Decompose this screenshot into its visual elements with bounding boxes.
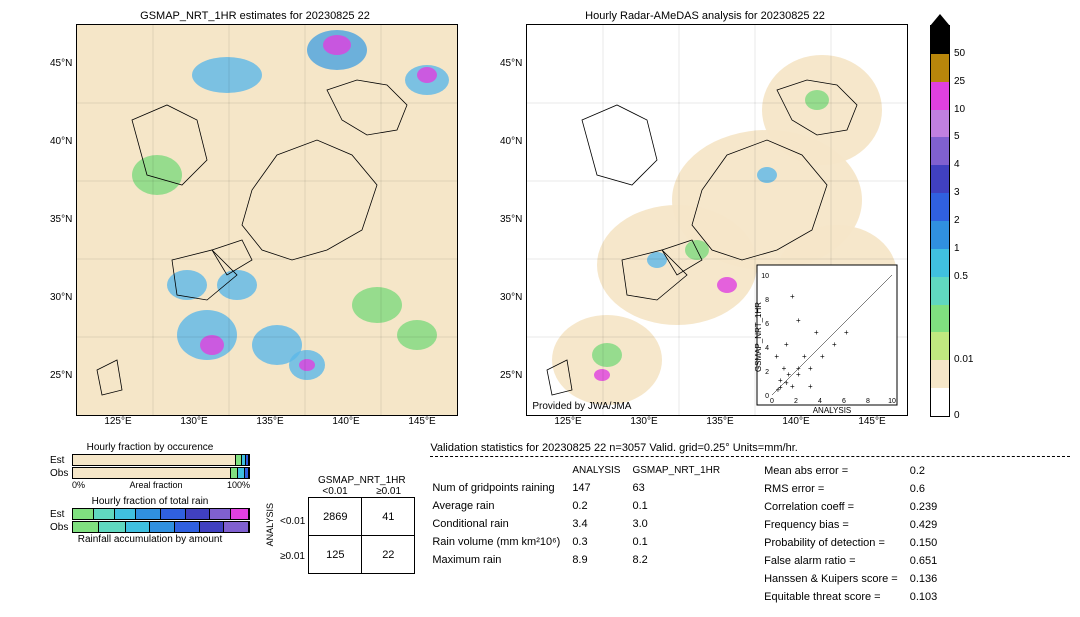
obs-label2: Obs	[50, 522, 72, 533]
rain-obs-bar	[72, 521, 250, 533]
occ-obs-bar	[72, 467, 250, 479]
svg-text:0: 0	[765, 393, 769, 400]
ct-col-labels: <0.01≥0.01	[308, 486, 415, 497]
svg-text:+: +	[775, 352, 780, 361]
map1-box	[76, 24, 458, 416]
map2-title: Hourly Radar-AMeDAS analysis for 2023082…	[500, 10, 910, 22]
svg-text:4: 4	[818, 398, 822, 405]
svg-text:+: +	[844, 328, 849, 337]
svg-text:+: +	[796, 316, 801, 325]
svg-text:+: +	[808, 364, 813, 373]
ct-col-header: GSMAP_NRT_1HR	[308, 475, 415, 486]
svg-text:8: 8	[765, 297, 769, 304]
map2-panel: Hourly Radar-AMeDAS analysis for 2023082…	[500, 10, 910, 427]
colorbar	[930, 25, 950, 417]
ct-row-labels: <0.01≥0.01	[277, 504, 308, 574]
svg-text:2: 2	[765, 369, 769, 376]
map2-xticks: 125°E130°E135°E140°E145°E	[530, 416, 910, 427]
svg-text:+: +	[796, 364, 801, 373]
occ-xl: Areal fraction	[129, 480, 182, 490]
rain-xlabel: Rainfall accumulation by amount	[50, 534, 250, 545]
stats-metrics: Mean abs error =0.2RMS error =0.6Correla…	[762, 461, 949, 607]
map1-xticks: 125°E130°E135°E140°E145°E	[80, 416, 460, 427]
rain-title: Hourly fraction of total rain	[50, 496, 250, 507]
map1-panel: GSMAP_NRT_1HR estimates for 20230825 22 …	[50, 10, 460, 427]
ct-row-header: ANALYSIS	[265, 503, 275, 546]
svg-text:+: +	[814, 328, 819, 337]
colorbar-labels: 502510543210.50.010	[950, 25, 984, 415]
svg-text:ANALYSIS: ANALYSIS	[813, 406, 852, 415]
stats-title: Validation statistics for 20230825 22 n=…	[430, 442, 1070, 457]
occ-est-bar	[72, 454, 250, 466]
colorbar-panel: 502510543210.50.010	[930, 25, 984, 427]
stats-metrics-col: Mean abs error =0.2RMS error =0.6Correla…	[762, 461, 949, 607]
svg-text:+: +	[808, 382, 813, 391]
svg-text:+: +	[832, 340, 837, 349]
fraction-panel: Hourly fraction by occurence Est Obs 0% …	[50, 442, 250, 607]
stats-table-col: ANALYSISGSMAP_NRT_1HRNum of gridpoints r…	[430, 461, 732, 607]
stats-panel: Validation statistics for 20230825 22 n=…	[430, 442, 1070, 607]
svg-text:10: 10	[762, 273, 770, 280]
contingency-panel: ANALYSIS <0.01≥0.01 GSMAP_NRT_1HR <0.01≥…	[265, 442, 415, 607]
svg-text:10: 10	[888, 398, 896, 405]
svg-text:+: +	[790, 292, 795, 301]
obs-label: Obs	[50, 468, 72, 479]
svg-text:+: +	[802, 352, 807, 361]
rain-est-bar	[72, 508, 250, 520]
svg-text:2: 2	[794, 398, 798, 405]
svg-text:+: +	[778, 376, 783, 385]
svg-text:6: 6	[842, 398, 846, 405]
stats-table: ANALYSISGSMAP_NRT_1HRNum of gridpoints r…	[430, 461, 732, 570]
svg-text:+: +	[784, 340, 789, 349]
svg-text:+: +	[784, 378, 789, 387]
ct-table: 28694112522	[308, 497, 415, 574]
occ-title: Hourly fraction by occurence	[50, 442, 250, 453]
map1-title: GSMAP_NRT_1HR estimates for 20230825 22	[50, 10, 460, 22]
svg-text:GSMAP_NRT_1HR: GSMAP_NRT_1HR	[754, 302, 763, 372]
map2-yticks: 45°N40°N35°N30°N25°N	[500, 24, 526, 414]
svg-text:+: +	[782, 364, 787, 373]
svg-text:+: +	[787, 370, 792, 379]
svg-text:6: 6	[765, 321, 769, 328]
map2-box: ++++++++++++++++++++00224466881010 ANALY…	[526, 24, 908, 416]
svg-text:0: 0	[770, 398, 774, 405]
occ-xl-left: 0%	[72, 480, 85, 490]
svg-text:+: +	[820, 352, 825, 361]
bottom-row: Hourly fraction by occurence Est Obs 0% …	[10, 442, 1070, 607]
occ-xl-right: 100%	[227, 480, 250, 490]
est-label: Est	[50, 455, 72, 466]
map1-yticks: 45°N40°N35°N30°N25°N	[50, 24, 76, 414]
svg-text:+: +	[790, 382, 795, 391]
svg-text:4: 4	[765, 345, 769, 352]
top-row: GSMAP_NRT_1HR estimates for 20230825 22 …	[10, 10, 1070, 427]
est-label2: Est	[50, 509, 72, 520]
svg-text:8: 8	[866, 398, 870, 405]
